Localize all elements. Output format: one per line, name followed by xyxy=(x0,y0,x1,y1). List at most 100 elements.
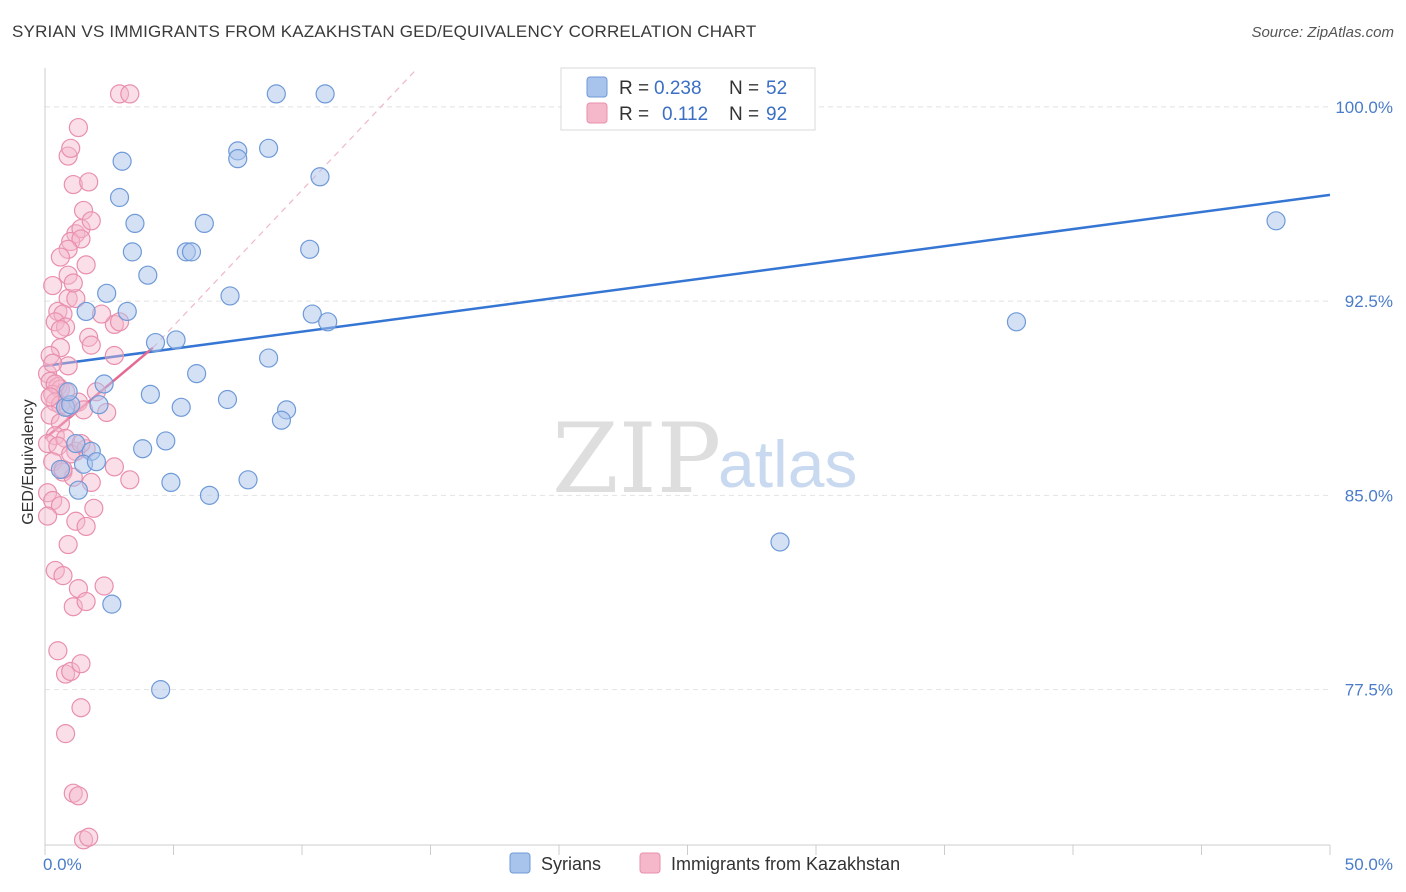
trend-lines xyxy=(44,67,1331,440)
syrian-point xyxy=(138,265,158,285)
syrian-point xyxy=(199,485,220,505)
kazakhstan-point xyxy=(63,273,83,293)
legend-r-label-kazakhstan: R = xyxy=(619,104,649,125)
kazakhstan-point xyxy=(71,654,91,674)
kazakhstan-point xyxy=(104,314,124,335)
syrian-point xyxy=(220,286,240,306)
kazakhstan-point xyxy=(63,174,83,195)
syrian-point xyxy=(258,348,279,368)
kazakhstan-point xyxy=(63,597,83,617)
kazakhstan-point xyxy=(48,641,68,661)
legend-swatch-syrians xyxy=(586,76,608,98)
kazakhstan-point xyxy=(66,288,86,309)
kazakhstan-point xyxy=(37,364,58,384)
legend-r-label-syrians: R = xyxy=(619,78,649,99)
syrian-point xyxy=(318,312,338,332)
chart-title: SYRIAN VS IMMIGRANTS FROM KAZAKHSTAN GED… xyxy=(12,22,757,41)
syrian-point xyxy=(102,594,122,614)
syrian-point xyxy=(310,167,330,187)
syrian-point xyxy=(217,389,238,410)
kazakhstan-point xyxy=(50,247,71,267)
kazakhstan-point xyxy=(76,591,96,612)
kazakhstan-point xyxy=(58,534,78,555)
kazakhstan-point xyxy=(53,566,73,586)
kazakhstan-point xyxy=(50,319,71,340)
x-tick-label: 50.0% xyxy=(1345,855,1393,874)
kazakhstan-point xyxy=(120,470,140,490)
syrian-point xyxy=(112,151,132,171)
watermark-zip: ZIP xyxy=(552,403,721,515)
syrian-point xyxy=(97,283,117,303)
trend-line-kazakhstan-extension xyxy=(152,67,419,349)
syrian-point xyxy=(181,242,202,262)
kazakhstan-point xyxy=(73,830,94,850)
syrian-point xyxy=(156,431,176,451)
syrian-point xyxy=(145,332,166,353)
syrian-point xyxy=(1266,211,1286,231)
kazakhstan-point xyxy=(104,457,124,477)
syrian-point xyxy=(58,382,78,402)
series-legend: Syrians Immigrants from Kazakhstan xyxy=(509,852,900,874)
kazakhstan-point xyxy=(71,218,91,239)
source-label: Source: ZipAtlas.com xyxy=(1251,24,1394,41)
syrian-point xyxy=(125,213,145,233)
syrian-point xyxy=(271,410,292,430)
kazakhstan-point xyxy=(71,698,91,718)
bottom-legend-label-kazakhstan: Immigrants from Kazakhstan xyxy=(671,854,900,874)
x-tick-label: 0.0% xyxy=(43,855,82,874)
legend-n-label-syrians: N = xyxy=(729,78,759,99)
kazakhstan-point xyxy=(43,275,63,296)
syrian-point xyxy=(117,301,137,322)
bottom-legend-swatch-syrians xyxy=(509,852,531,874)
kazakhstan-point xyxy=(61,138,81,158)
y-tick-labels: 100.0% 92.5% 85.0% 77.5% xyxy=(1335,98,1393,700)
syrian-point xyxy=(228,149,248,169)
legend-r-value-syrians: 0.238 xyxy=(654,78,702,99)
watermark-atlas: atlas xyxy=(718,427,857,501)
kazakhstan-point xyxy=(61,661,81,682)
syrian-point xyxy=(302,304,322,324)
kazakhstan-point xyxy=(71,229,91,249)
syrian-point xyxy=(238,470,258,490)
y-tick-label: 77.5% xyxy=(1345,681,1393,700)
kazakhstan-point xyxy=(81,211,101,231)
watermark: ZIP atlas xyxy=(552,403,857,515)
trend-line-syrians xyxy=(44,193,1331,368)
kazakhstan-point xyxy=(109,84,130,104)
syrian-point xyxy=(194,213,214,233)
kazakhstan-point xyxy=(76,516,96,537)
syrian-point xyxy=(86,452,107,472)
kazakhstan-point xyxy=(55,664,76,684)
syrian-point xyxy=(315,84,335,104)
syrian-point xyxy=(770,532,790,552)
y-tick-label: 85.0% xyxy=(1345,486,1393,505)
syrian-point xyxy=(133,439,153,459)
kazakhstan-point xyxy=(58,239,78,259)
y-tick-label: 92.5% xyxy=(1345,292,1393,311)
syrian-point xyxy=(122,242,142,262)
kazakhstan-point xyxy=(76,255,96,275)
kazakhstan-point xyxy=(79,327,99,347)
syrian-point xyxy=(171,397,191,417)
kazakhstan-point xyxy=(120,84,140,104)
syrian-point xyxy=(50,459,71,480)
y-tick-label: 100.0% xyxy=(1335,98,1393,117)
trend-line-kazakhstan xyxy=(44,346,154,440)
syrian-point xyxy=(109,187,130,208)
series-syrians-points xyxy=(50,84,1286,700)
kazakhstan-point xyxy=(79,827,99,847)
syrian-point xyxy=(68,480,89,500)
legend-n-value-kazakhstan: 92 xyxy=(766,104,787,125)
bottom-legend-swatch-kazakhstan xyxy=(639,852,661,874)
syrian-point xyxy=(151,679,171,700)
syrian-point xyxy=(89,395,109,415)
syrian-point xyxy=(187,364,207,384)
syrian-point xyxy=(300,239,320,259)
kazakhstan-point xyxy=(79,172,99,192)
legend-swatch-kazakhstan xyxy=(586,102,608,124)
kazakhstan-point xyxy=(58,146,78,166)
y-axis-label: GED/Equivalency xyxy=(20,399,37,524)
kazakhstan-point xyxy=(84,498,104,518)
kazakhstan-point xyxy=(58,288,78,309)
x-tick-labels: 0.0% 50.0% xyxy=(43,855,1393,874)
